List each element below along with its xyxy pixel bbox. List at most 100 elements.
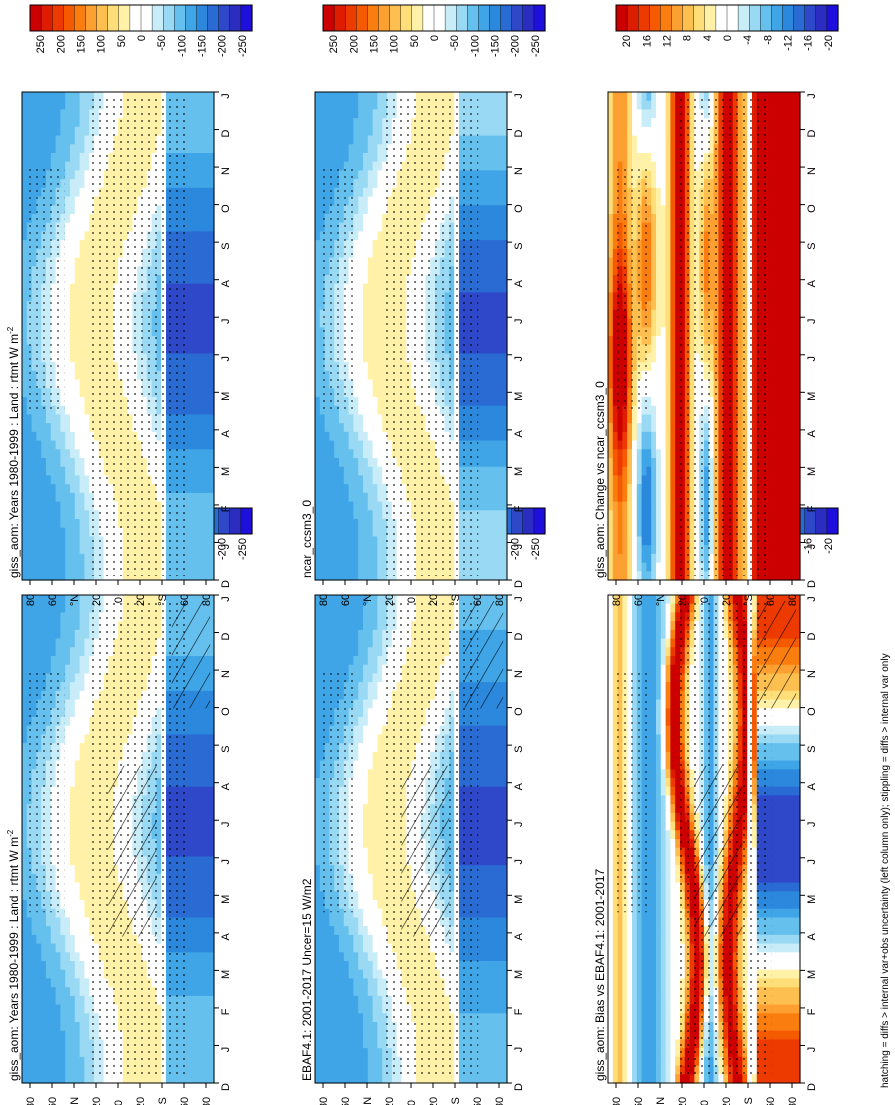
heatmap-cell: [79, 621, 85, 631]
heatmap-cell: [194, 856, 201, 866]
heatmap-cell: [199, 978, 205, 988]
heatmap-cell: [84, 118, 90, 128]
lat-tick-label: 60: [179, 594, 191, 606]
heatmap-cell: [190, 370, 196, 381]
heatmap-cell: [26, 135, 33, 145]
heatmap-cell: [199, 760, 205, 770]
heatmap-cell: [319, 917, 326, 927]
heatmap-cell: [209, 449, 215, 459]
hatching-region: [171, 601, 211, 709]
heatmap-cell: [315, 603, 321, 614]
lat-tick-label: °N: [69, 594, 81, 606]
heatmap-cell: [41, 656, 47, 666]
heatmap-cell: [74, 179, 81, 189]
heatmap-cell: [46, 519, 52, 529]
heatmap-cell: [70, 673, 76, 683]
heatmap-cell: [22, 621, 28, 631]
heatmap-cell: [209, 734, 215, 744]
heatmap-cell: [74, 978, 81, 988]
heatmap-cell: [31, 1022, 37, 1032]
heatmap-cell: [315, 1004, 321, 1014]
heatmap-cell: [41, 621, 47, 631]
heatmap-cell: [31, 109, 37, 119]
heatmap-cell: [41, 118, 47, 128]
heatmap-cell: [70, 144, 76, 154]
heatmap-cell: [46, 414, 52, 424]
heatmap-cell: [70, 135, 76, 145]
heatmap-cell: [22, 603, 28, 614]
heatmap-cell: [60, 118, 66, 128]
heatmap-cell: [185, 908, 191, 919]
heatmap-cell: [190, 830, 196, 840]
heatmap-cell: [209, 527, 215, 538]
heatmap-cell: [204, 100, 210, 111]
heatmap-cell: [74, 248, 81, 259]
heatmap-cell: [84, 187, 90, 198]
heatmap-cell: [79, 847, 85, 858]
heatmap-cell: [84, 908, 90, 919]
heatmap-cell: [74, 458, 81, 468]
heatmap-cell: [70, 449, 76, 459]
heatmap-cell: [199, 908, 205, 919]
heatmap-cell: [79, 987, 85, 997]
heatmap-cell: [65, 100, 71, 111]
heatmap-cell: [22, 553, 28, 564]
heatmap-cell: [190, 734, 196, 744]
heatmap-cell: [194, 449, 201, 459]
heatmap-cell: [185, 873, 191, 884]
heatmap-cell: [204, 431, 210, 442]
heatmap-cell: [41, 987, 47, 997]
heatmap-cell: [26, 109, 33, 119]
heatmap-cell: [46, 144, 52, 154]
heatmap-cell: [190, 519, 196, 529]
heatmap-cell: [36, 510, 42, 520]
heatmap-cell: [190, 222, 196, 233]
heatmap-cell: [36, 647, 42, 657]
heatmap-cell: [204, 839, 210, 849]
heatmap-cell: [204, 952, 210, 962]
heatmap-cell: [60, 109, 66, 119]
heatmap-cell: [209, 301, 215, 311]
heatmap-cell: [65, 187, 71, 198]
lat-axis: 80 60 °N 20 0 20 °S 60 80: [25, 1083, 213, 1105]
heatmap-cell: [22, 882, 28, 892]
heatmap-cell: [199, 388, 205, 398]
month-tick-label: S: [220, 242, 232, 249]
heatmap-cell: [41, 961, 47, 971]
heatmap-cell: [79, 995, 85, 1006]
heatmap-cell: [22, 847, 28, 858]
heatmap-cell: [329, 1013, 335, 1023]
heatmap-cell: [70, 1048, 76, 1058]
heatmap-cell: [190, 725, 196, 736]
heatmap-cell: [70, 370, 76, 381]
heatmap-cell: [70, 100, 76, 111]
heatmap-cell: [190, 275, 196, 285]
heatmap-cell: [194, 769, 201, 779]
heatmap-cell: [190, 109, 196, 119]
heatmap-cell: [209, 1004, 215, 1014]
heatmap-cell: [185, 943, 191, 953]
heatmap-cell: [204, 275, 210, 285]
heatmap-cell: [324, 978, 330, 988]
heatmap-cell: [190, 1065, 196, 1075]
heatmap-cell: [199, 769, 205, 779]
heatmap-cell: [194, 187, 201, 198]
heatmap-cell: [319, 1074, 326, 1084]
heatmap-cell: [194, 786, 201, 797]
heatmap-cell: [41, 595, 47, 605]
heatmap-cell: [190, 240, 196, 250]
heatmap-cell: [204, 536, 210, 546]
heatmap-cell: [74, 1056, 81, 1067]
heatmap-cell: [79, 475, 85, 485]
heatmap-cell: [60, 629, 66, 640]
heatmap-cell: [199, 1056, 205, 1067]
heatmap-cell: [199, 708, 205, 718]
heatmap-cell: [41, 612, 47, 622]
heatmap-cell: [74, 900, 81, 910]
heatmap-cell: [84, 214, 90, 224]
heatmap-cell: [46, 492, 52, 503]
heatmap-cell: [22, 952, 28, 962]
heatmap-cell: [204, 248, 210, 259]
month-tick-label: J: [220, 1047, 232, 1053]
heatmap-cell: [74, 969, 81, 980]
